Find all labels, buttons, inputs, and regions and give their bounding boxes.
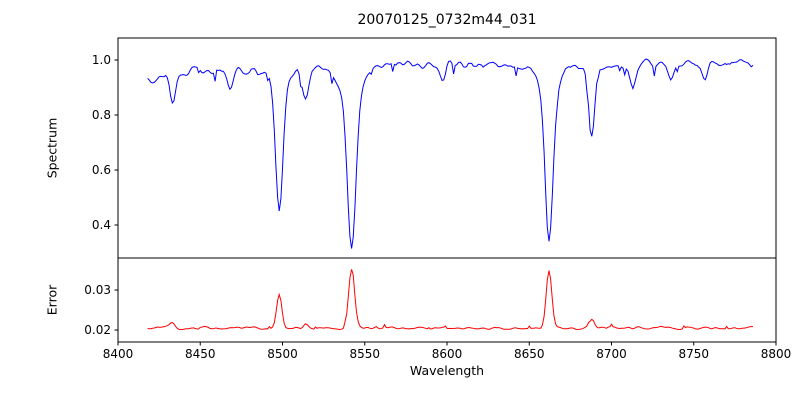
spectrum-line xyxy=(147,58,754,249)
x-tick-label: 8500 xyxy=(267,347,298,361)
chart-title: 20070125_0732m44_031 xyxy=(357,12,537,28)
y-tick-label: 0.6 xyxy=(92,163,111,177)
x-tick-label: 8700 xyxy=(596,347,627,361)
y-tick-label: 0.8 xyxy=(92,108,111,122)
x-axis-label: Wavelength xyxy=(409,363,485,378)
x-tick-label: 8800 xyxy=(761,347,792,361)
x-tick-label: 8400 xyxy=(103,347,134,361)
y-tick-label: 1.0 xyxy=(92,53,111,67)
y-tick-label: 0.4 xyxy=(92,218,111,232)
x-tick-label: 8600 xyxy=(432,347,463,361)
x-tick-label: 8450 xyxy=(185,347,216,361)
error-line xyxy=(147,269,753,331)
x-tick-label: 8650 xyxy=(514,347,545,361)
x-tick-label: 8750 xyxy=(678,347,709,361)
x-tick-label: 8550 xyxy=(349,347,380,361)
y-tick-label: 0.02 xyxy=(84,323,111,337)
y-tick-label: 0.03 xyxy=(84,283,111,297)
